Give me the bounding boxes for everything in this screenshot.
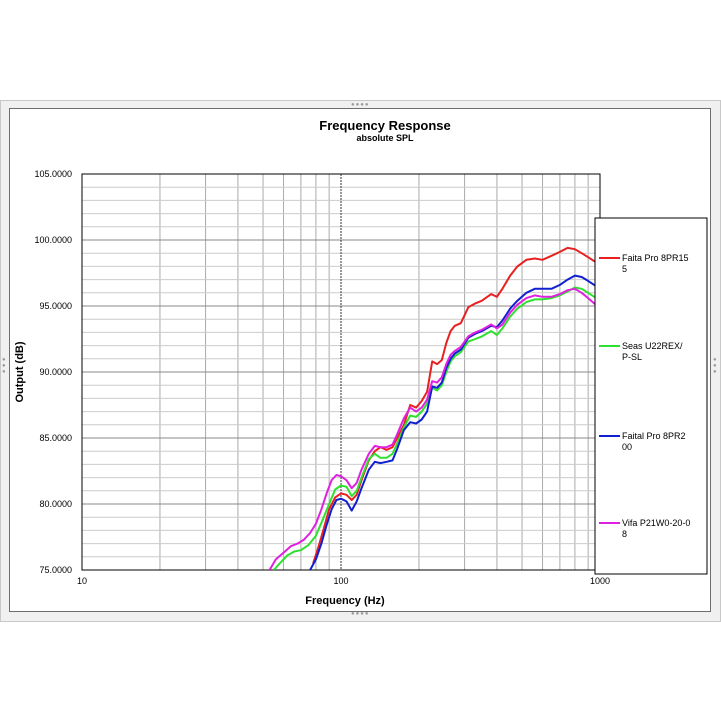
y-tick-label: 100.0000 bbox=[34, 235, 72, 245]
chart-title: Frequency Response bbox=[319, 118, 451, 133]
series-line-4 bbox=[268, 287, 600, 570]
y-tick-label: 90.0000 bbox=[39, 367, 72, 377]
y-tick-label: 75.0000 bbox=[39, 565, 72, 575]
x-tick-label: 10 bbox=[77, 576, 87, 586]
grid-lines bbox=[82, 174, 600, 570]
top-resize-grip[interactable]: ●●●● bbox=[351, 102, 370, 108]
bottom-resize-grip[interactable]: ●●●● bbox=[351, 611, 370, 617]
x-tick-label: 100 bbox=[333, 576, 348, 586]
series-line-1 bbox=[312, 246, 600, 564]
y-tick-label: 95.0000 bbox=[39, 301, 72, 311]
x-axis-label: Frequency (Hz) bbox=[305, 595, 385, 607]
right-resize-grip[interactable]: ● ● ● bbox=[713, 357, 717, 375]
legend: Faita Pro 8PR15 5 Seas U22REX/P-SL Faital P… bbox=[594, 217, 708, 575]
chart-subtitle: absolute SPL bbox=[356, 133, 414, 143]
x-tick-label: 1000 bbox=[590, 576, 610, 586]
axes: 105.0000 100.0000 95.0000 90.0000 85.0000 80.… bbox=[34, 169, 610, 586]
legend-entry-label: Faita Pro 8PR15 5 bbox=[622, 253, 689, 274]
series-lines bbox=[268, 246, 600, 570]
series-line-3 bbox=[309, 274, 600, 570]
y-tick-label: 85.0000 bbox=[39, 433, 72, 443]
legend-box bbox=[594, 217, 708, 575]
legend-entry-label: Faital Pro 8PR2 00 bbox=[622, 431, 686, 452]
legend-entry-label: Vifa P21W0-20-0 8 bbox=[622, 518, 690, 539]
legend-entry-label: Seas U22REX/P-SL bbox=[622, 341, 683, 362]
left-resize-grip[interactable]: ● ● ● bbox=[2, 357, 6, 375]
y-tick-label: 105.0000 bbox=[34, 169, 72, 179]
y-tick-label: 80.0000 bbox=[39, 499, 72, 509]
y-axis-label: Output (dB) bbox=[14, 341, 26, 402]
